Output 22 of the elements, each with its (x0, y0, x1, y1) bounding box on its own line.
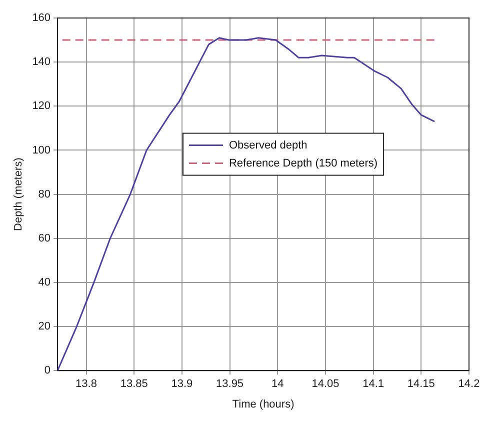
x-tick-label: 14 (272, 378, 284, 390)
x-tick-label: 14.15 (407, 378, 435, 390)
legend-label: Reference Depth (150 meters) (228, 157, 378, 170)
y-tick-label: 40 (38, 276, 51, 288)
x-tick-label: 13.95 (216, 378, 244, 390)
y-axis-title: Depth (meters) (12, 158, 25, 231)
y-tick-label: 80 (38, 188, 51, 200)
y-tick-label: 140 (32, 56, 51, 68)
x-tick-label: 13.9 (171, 378, 193, 390)
x-tick-label: 13.8 (76, 378, 97, 390)
x-tick-label: 14.1 (362, 378, 384, 390)
x-tick-label: 14.05 (312, 378, 340, 390)
x-tick-label: 14.2 (458, 378, 480, 390)
y-tick-label: 100 (32, 144, 51, 156)
legend-label: Observed depth (228, 139, 308, 152)
y-tick-label: 0 (44, 364, 51, 377)
x-tick-label: 13.85 (120, 378, 148, 390)
y-tick-label: 160 (32, 12, 51, 24)
y-tick-label: 120 (32, 100, 51, 112)
x-axis-title: Time (hours) (232, 398, 294, 410)
y-tick-label: 60 (38, 232, 51, 244)
y-tick-label: 20 (38, 320, 51, 333)
